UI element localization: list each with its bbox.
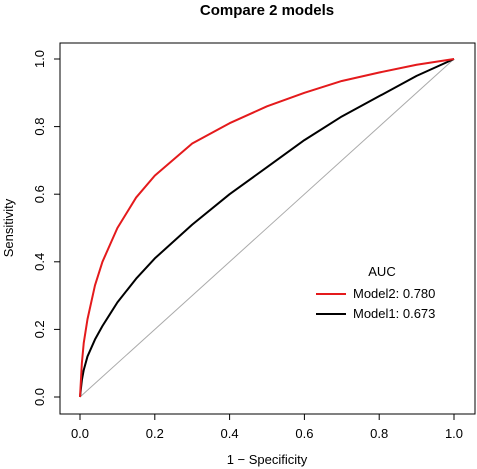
x-tick-label: 0.2 — [146, 426, 164, 441]
legend-title: AUC — [368, 264, 395, 279]
legend-label-model2: Model2: 0.780 — [353, 286, 435, 301]
y-tick-label: 0.2 — [32, 320, 47, 338]
y-tick-label: 0.0 — [32, 388, 47, 406]
x-axis: 0.0 0.2 0.4 0.6 0.8 1.0 — [71, 413, 463, 441]
series-line-model1 — [79, 58, 455, 398]
legend-label-model1: Model1: 0.673 — [353, 306, 435, 321]
y-axis-label: Sensitivity — [1, 198, 16, 257]
x-tick-label: 0.4 — [221, 426, 239, 441]
legend: AUC Model2: 0.780 Model1: 0.673 — [316, 264, 435, 321]
x-tick-label: 0.0 — [71, 426, 89, 441]
x-tick-label: 1.0 — [445, 426, 463, 441]
series-line-model2 — [79, 58, 455, 398]
series-layer — [79, 58, 455, 398]
y-tick-label: 1.0 — [32, 50, 47, 68]
reference-diagonal-line — [79, 58, 455, 398]
y-tick-label: 0.6 — [32, 185, 47, 203]
x-tick-label: 0.6 — [295, 426, 313, 441]
y-tick-label: 0.8 — [32, 118, 47, 136]
chart-title: Compare 2 models — [200, 2, 334, 19]
y-tick-label: 0.4 — [32, 253, 47, 271]
y-axis: 0.0 0.2 0.4 0.6 0.8 1.0 — [32, 50, 61, 406]
x-axis-label: 1 − Specificity — [227, 452, 308, 467]
x-tick-label: 0.8 — [370, 426, 388, 441]
